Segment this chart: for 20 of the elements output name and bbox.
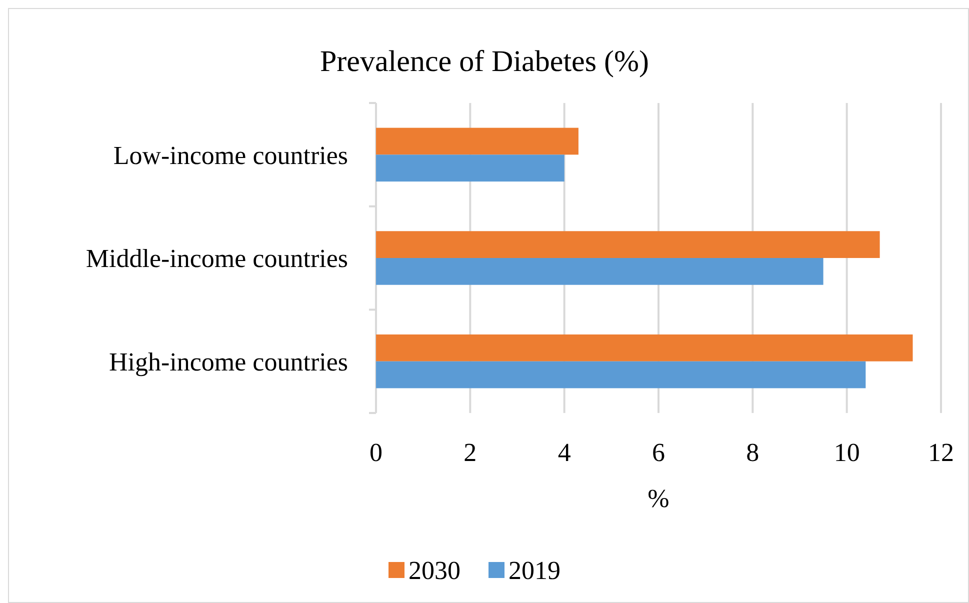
x-tick-label: 6 xyxy=(652,438,665,467)
y-tick-label: High-income countries xyxy=(109,347,348,376)
y-tick-label: Middle-income countries xyxy=(86,244,348,274)
bar xyxy=(376,128,578,155)
x-tick-label: 0 xyxy=(370,438,382,467)
x-tick-label: 4 xyxy=(558,438,571,467)
bar xyxy=(376,334,913,362)
bar xyxy=(376,361,866,388)
bar xyxy=(376,258,824,285)
x-tick-label: 12 xyxy=(928,438,954,467)
x-tick-label: 10 xyxy=(834,438,860,467)
chart-title: Prevalence of Diabetes (%) xyxy=(320,45,650,78)
y-tick-label: Low-income countries xyxy=(113,140,348,170)
legend-label: 2019 xyxy=(508,556,560,586)
x-tick-label: 2 xyxy=(464,438,477,467)
x-axis-title: % xyxy=(648,484,670,513)
x-tick-label: 8 xyxy=(746,438,760,467)
legend-label: 2030 xyxy=(408,556,460,586)
bar xyxy=(376,154,564,182)
bar xyxy=(376,231,880,258)
